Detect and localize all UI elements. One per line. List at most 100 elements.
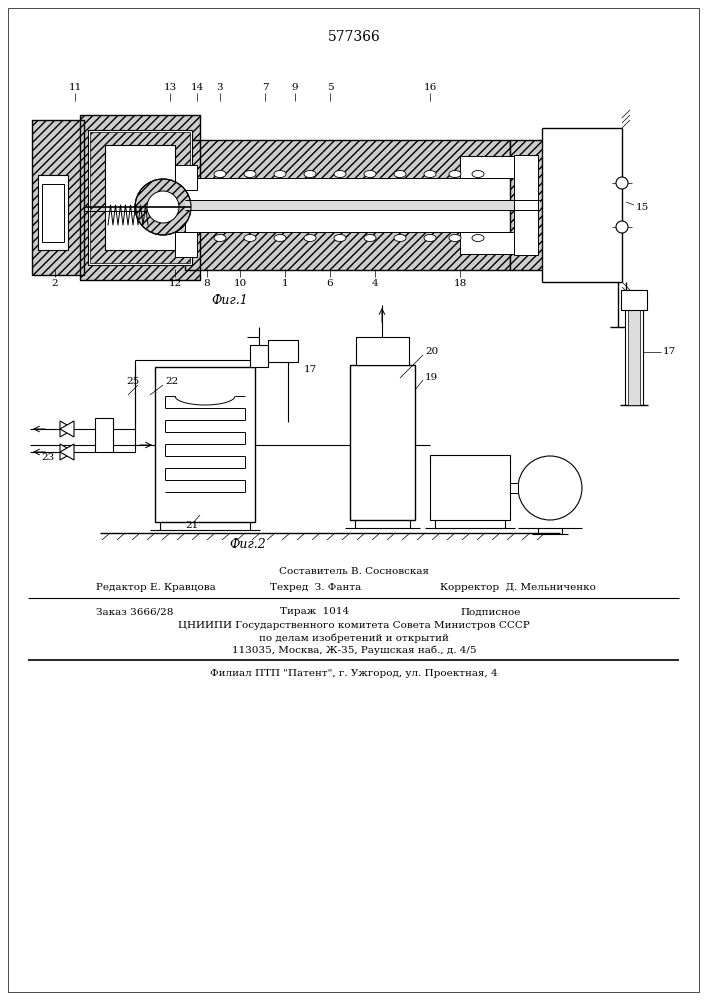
Text: 6: 6 (327, 278, 333, 288)
Ellipse shape (449, 170, 461, 178)
Ellipse shape (244, 170, 256, 178)
Text: Редактор Е. Кравцова: Редактор Е. Кравцова (96, 584, 216, 592)
Text: Техред  З. Фанта: Техред З. Фанта (270, 584, 361, 592)
Text: 9: 9 (292, 83, 298, 92)
Text: Подписное: Подписное (460, 607, 520, 616)
Polygon shape (60, 421, 74, 437)
Text: Фиг.2: Фиг.2 (230, 538, 267, 552)
Ellipse shape (214, 234, 226, 241)
Text: Составитель В. Сосновская: Составитель В. Сосновская (279, 568, 429, 576)
Text: 25: 25 (127, 377, 140, 386)
Text: ЦНИИПИ Государственного комитета Совета Министров СССР: ЦНИИПИ Государственного комитета Совета … (178, 621, 530, 631)
Text: 3: 3 (216, 83, 223, 92)
Text: 18: 18 (453, 278, 467, 288)
Text: 16: 16 (423, 83, 437, 92)
Text: 7: 7 (262, 83, 269, 92)
Ellipse shape (274, 234, 286, 241)
Circle shape (616, 177, 628, 189)
Ellipse shape (244, 234, 256, 241)
Text: Тираж  1014: Тираж 1014 (280, 607, 349, 616)
Ellipse shape (472, 170, 484, 178)
Text: 24: 24 (100, 428, 114, 436)
Bar (356, 337, 409, 365)
Text: Корректор  Д. Мельниченко: Корректор Д. Мельниченко (440, 584, 596, 592)
Bar (32, 120, 84, 275)
Bar (621, 290, 647, 310)
Circle shape (147, 191, 179, 223)
Text: Филиал ПТП "Патент", г. Ужгород, ул. Проектная, 4: Филиал ПТП "Патент", г. Ужгород, ул. Про… (210, 670, 498, 678)
Text: Заказ 3666/28: Заказ 3666/28 (96, 607, 173, 616)
Text: 23: 23 (42, 454, 54, 462)
Bar (185, 178, 510, 232)
Ellipse shape (364, 234, 376, 241)
Circle shape (135, 179, 191, 235)
Bar (460, 232, 515, 254)
Bar (90, 132, 190, 263)
Text: 13: 13 (163, 83, 177, 92)
Text: Фиг.1: Фиг.1 (211, 294, 248, 306)
Ellipse shape (334, 170, 346, 178)
Text: 22: 22 (165, 377, 178, 386)
Bar (268, 340, 298, 362)
Ellipse shape (214, 170, 226, 178)
Text: 15: 15 (636, 204, 649, 213)
Bar (88, 130, 192, 265)
Text: 17: 17 (663, 348, 677, 357)
Bar (175, 165, 197, 190)
Polygon shape (60, 444, 74, 460)
Bar (430, 455, 510, 520)
Bar (105, 145, 175, 250)
Polygon shape (60, 421, 74, 437)
Text: 19: 19 (425, 373, 438, 382)
Ellipse shape (364, 170, 376, 178)
Circle shape (616, 221, 628, 233)
Text: 4: 4 (372, 278, 378, 288)
Text: по делам изобретений и открытий: по делам изобретений и открытий (259, 633, 449, 643)
Text: 1: 1 (286, 348, 293, 357)
Text: 26: 26 (252, 348, 265, 357)
Text: 1: 1 (281, 278, 288, 288)
Bar (80, 115, 200, 280)
Text: 577366: 577366 (327, 30, 380, 44)
Text: 10: 10 (233, 278, 247, 288)
Bar (80, 115, 200, 280)
Bar (250, 345, 268, 367)
Bar (460, 156, 515, 178)
Ellipse shape (472, 234, 484, 241)
Bar (185, 140, 510, 178)
Text: 17: 17 (303, 365, 317, 374)
Ellipse shape (449, 234, 461, 241)
Bar (38, 175, 68, 250)
Ellipse shape (424, 170, 436, 178)
Text: 14: 14 (190, 83, 204, 92)
Bar (514, 155, 538, 255)
Bar (185, 140, 510, 270)
Ellipse shape (304, 234, 316, 241)
Text: 8: 8 (204, 278, 210, 288)
Ellipse shape (394, 170, 406, 178)
Bar (95, 418, 113, 452)
Bar (510, 140, 542, 270)
Bar (510, 140, 542, 270)
Bar (155, 367, 255, 522)
Bar (625, 290, 643, 405)
Bar (185, 232, 510, 270)
Text: 5: 5 (327, 83, 333, 92)
Circle shape (518, 456, 582, 520)
Ellipse shape (274, 170, 286, 178)
Ellipse shape (424, 234, 436, 241)
Ellipse shape (394, 234, 406, 241)
Bar (185, 200, 540, 210)
Bar (350, 365, 415, 520)
Text: 21: 21 (185, 520, 198, 530)
Bar (42, 184, 64, 242)
Bar (32, 120, 84, 275)
Ellipse shape (334, 234, 346, 241)
Text: 20: 20 (425, 348, 438, 357)
Ellipse shape (304, 170, 316, 178)
Polygon shape (60, 444, 74, 460)
Bar (510, 483, 518, 493)
Bar (628, 290, 640, 405)
Text: 113035, Москва, Ж-35, Раушская наб., д. 4/5: 113035, Москва, Ж-35, Раушская наб., д. … (232, 645, 477, 655)
Bar (175, 232, 197, 257)
